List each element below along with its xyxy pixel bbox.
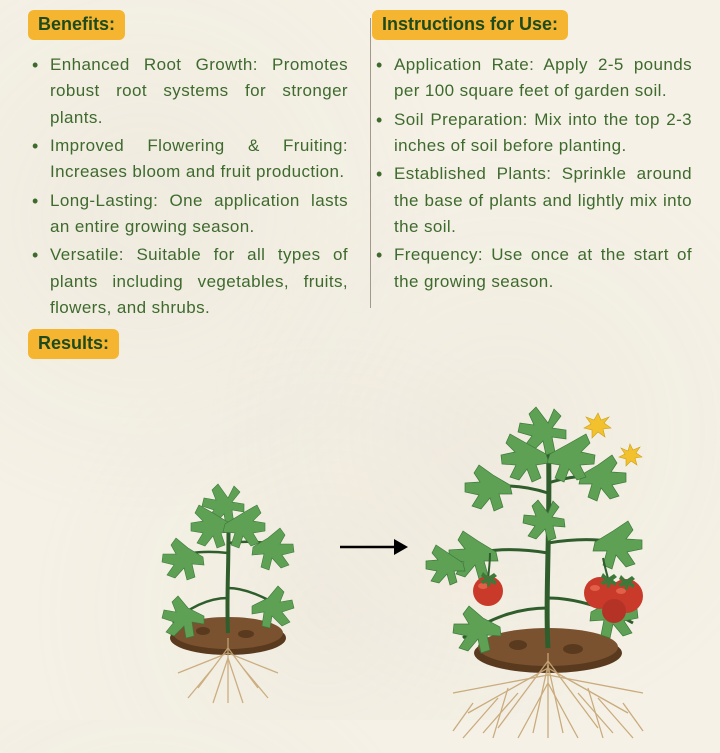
results-tag: Results:: [28, 329, 119, 359]
list-item: Established Plants: Sprinkle around the …: [376, 161, 692, 240]
results-diagram: [28, 373, 692, 733]
instructions-list: Application Rate: Apply 2-5 pounds per 1…: [372, 52, 692, 295]
list-item: Soil Preparation: Mix into the top 2-3 i…: [376, 107, 692, 160]
list-item: Improved Flowering & Fruiting: Increases…: [32, 133, 348, 186]
list-item: Long-Lasting: One application lasts an e…: [32, 188, 348, 241]
benefits-list: Enhanced Root Growth: Promotes robust ro…: [28, 52, 348, 321]
instructions-tag: Instructions for Use:: [372, 10, 568, 40]
list-item: Enhanced Root Growth: Promotes robust ro…: [32, 52, 348, 131]
benefits-column: Benefits: Enhanced Root Growth: Promotes…: [28, 10, 348, 323]
before-plant-illustration: [118, 403, 338, 723]
list-item: Frequency: Use once at the start of the …: [376, 242, 692, 295]
after-plant-illustration: [398, 353, 698, 753]
list-item: Application Rate: Apply 2-5 pounds per 1…: [376, 52, 692, 105]
two-column-layout: Benefits: Enhanced Root Growth: Promotes…: [0, 0, 720, 323]
column-divider: [370, 18, 371, 308]
instructions-column: Instructions for Use: Application Rate: …: [372, 10, 692, 323]
benefits-tag: Benefits:: [28, 10, 125, 40]
list-item: Versatile: Suitable for all types of pla…: [32, 242, 348, 321]
results-row: Results:: [0, 323, 720, 733]
